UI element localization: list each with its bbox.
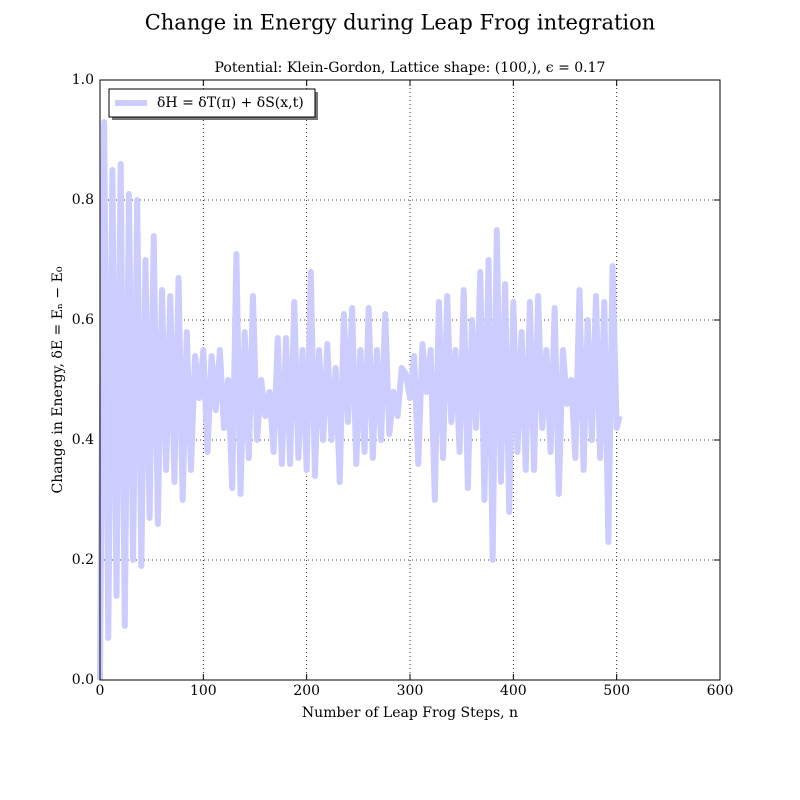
x-tick-label: 500	[603, 683, 630, 699]
x-tick-label: 600	[707, 683, 734, 699]
x-tick-label: 100	[190, 683, 217, 699]
y-tick-label: 0.8	[72, 192, 94, 208]
data-line	[97, 119, 623, 681]
chart-subtitle: Potential: Klein-Gordon, Lattice shape: …	[215, 60, 606, 76]
x-axis-label: Number of Leap Frog Steps, n	[302, 705, 518, 721]
x-tick-label: 400	[500, 683, 527, 699]
y-tick-label: 0.4	[72, 432, 94, 448]
y-tick-label: 0.2	[72, 552, 94, 568]
y-tick-label: 0.0	[72, 672, 94, 688]
plot-frame	[99, 79, 721, 681]
chart-title: Change in Energy during Leap Frog integr…	[145, 11, 656, 35]
y-tick-label: 1.0	[72, 72, 94, 88]
x-tick-label: 200	[293, 683, 320, 699]
legend-label: δH = δT(π) + δS(x,t)	[157, 95, 304, 111]
y-axis-label: Change in Energy, δE = Eₙ − E₀	[50, 266, 66, 493]
y-tick-label: 0.6	[72, 312, 94, 328]
x-tick-label: 0	[96, 683, 105, 699]
x-tick-label: 300	[397, 683, 424, 699]
